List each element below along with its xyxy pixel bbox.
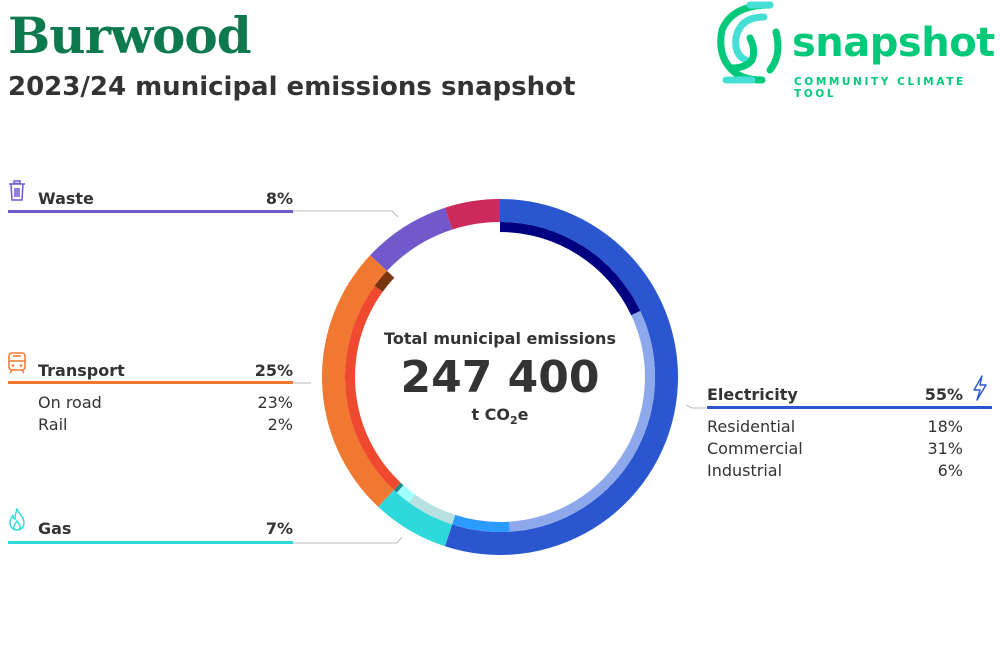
inner-segment-gas-industrial (393, 482, 404, 493)
inner-segment-industrial (452, 514, 510, 532)
total-label: Total municipal emissions (384, 329, 616, 348)
electricity-label: Electricity (707, 385, 798, 404)
transport-label: Transport (38, 361, 125, 380)
on-road-label: On road (38, 393, 102, 412)
residential-label: Residential (707, 417, 796, 436)
inner-segment-gas-commercial (396, 485, 415, 503)
waste-label: Waste (38, 189, 94, 208)
commercial-label: Commercial (707, 439, 803, 458)
rail-pct: 2% (267, 415, 293, 434)
on-road-pct: 23% (257, 393, 293, 412)
page-subtitle: 2023/24 municipal emissions snapshot (8, 72, 576, 102)
rail-label: Rail (38, 415, 68, 434)
electricity-pct: 55% (924, 385, 963, 404)
gas-label: Gas (38, 519, 72, 538)
inner-segment-rail (374, 270, 395, 292)
outer-segment-gas (378, 489, 453, 547)
gas-bar (8, 541, 293, 544)
inner-segment-residential (500, 222, 641, 316)
transport-pct: 25% (254, 361, 293, 380)
logo-tagline: COMMUNITY CLIMATE TOOL (794, 76, 966, 100)
logo-wordmark: snapshot (792, 20, 995, 66)
total-unit: t CO2e (370, 405, 630, 427)
flame-icon (8, 506, 26, 537)
inner-segment-on-road (345, 285, 401, 490)
inner-segment-commercial (509, 311, 655, 532)
industrial-label: Industrial (707, 461, 783, 480)
transport-bar (8, 381, 293, 384)
outer-segment-transport (322, 255, 394, 507)
snapshot-logo-icon (717, 1, 782, 84)
train-icon (8, 352, 26, 379)
residential-pct: 18% (927, 417, 963, 436)
gas-pct: 7% (265, 519, 293, 538)
electricity-bar (707, 406, 992, 409)
outer-segment-waste (370, 207, 453, 271)
lightning-icon (971, 375, 989, 406)
waste-bar (8, 210, 293, 213)
trash-icon (8, 180, 26, 207)
unit-subscript: 2 (510, 414, 518, 428)
industrial-pct: 6% (937, 461, 963, 480)
waste-pct: 8% (265, 189, 293, 208)
total-value: 247 400 (400, 352, 600, 403)
unit-suffix: e (517, 405, 529, 424)
inner-segment-gas-residential (408, 494, 456, 525)
unit-prefix: t CO (471, 405, 511, 424)
commercial-pct: 31% (927, 439, 963, 458)
outer-segment-other (444, 199, 500, 230)
page-title: Burwood (8, 6, 252, 65)
